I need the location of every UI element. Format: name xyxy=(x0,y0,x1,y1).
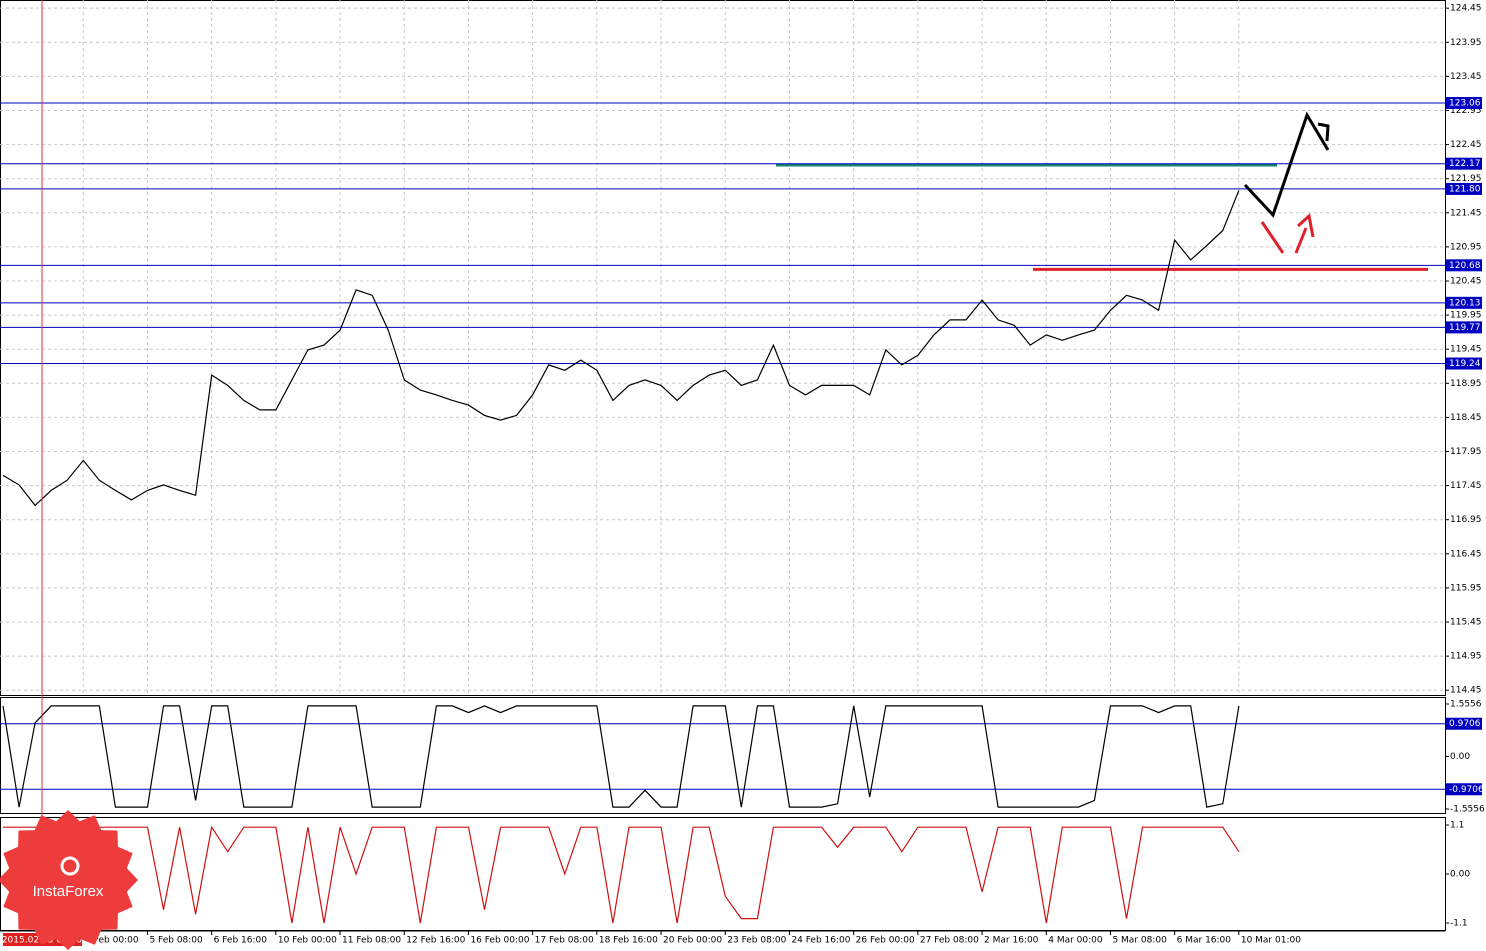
logo-text: InstaForex xyxy=(33,883,104,900)
panel-frame xyxy=(0,697,1446,814)
level-label-box xyxy=(1446,259,1482,272)
logo-badge xyxy=(0,810,138,950)
y-tick-label: 119.95 xyxy=(1450,311,1482,321)
y-tick-label: 115.95 xyxy=(1450,583,1482,593)
y-tick-label: 114.95 xyxy=(1450,652,1482,662)
level-label-box xyxy=(1446,783,1482,796)
x-tick-label: 18 Feb 16:00 xyxy=(599,936,658,946)
series-line xyxy=(2,190,1240,507)
y-tick-label: 116.95 xyxy=(1450,515,1482,525)
y-tick-label: 118.45 xyxy=(1450,413,1482,423)
x-tick-label: 10 Mar 01:00 xyxy=(1241,936,1301,946)
series-line xyxy=(2,705,1240,808)
x-tick-label: 26 Feb 00:00 xyxy=(856,936,915,946)
level-label: 0.9706 xyxy=(1449,719,1481,729)
y-tick-label: 115.45 xyxy=(1450,618,1482,628)
y-tick-label: 122.45 xyxy=(1450,140,1482,150)
y-tick-label: 121.45 xyxy=(1450,208,1482,218)
y-tick-label: 117.95 xyxy=(1450,447,1482,457)
x-tick-label: 4 Feb 00:00 xyxy=(85,936,139,946)
level-label: 119.77 xyxy=(1449,323,1481,333)
series-line xyxy=(3,825,1240,924)
y-tick-label: 121.95 xyxy=(1450,174,1482,184)
level-label: 119.24 xyxy=(1449,359,1481,369)
level-label-box xyxy=(1446,96,1482,109)
y-tick-label: 123.45 xyxy=(1450,72,1482,82)
x-tick-label: 6 Mar 16:00 xyxy=(1177,936,1232,946)
x-tick-label: 5 Mar 08:00 xyxy=(1112,936,1167,946)
logo-icon xyxy=(60,856,80,876)
y-tick-label: 123.95 xyxy=(1450,38,1482,48)
x-tick-label: 10 Feb 00:00 xyxy=(278,936,337,946)
x-tick-label: 24 Feb 16:00 xyxy=(791,936,850,946)
x-tick-label: 6 Feb 16:00 xyxy=(214,936,268,946)
rebound-arrowhead xyxy=(1296,213,1315,238)
x-tick-label: 12 Feb 16:00 xyxy=(406,936,465,946)
x-tick-label: 16 Feb 00:00 xyxy=(470,936,529,946)
level-label-box xyxy=(1446,321,1482,334)
x-tick-label: 2 Mar 16:00 xyxy=(984,936,1039,946)
y-tick-label: 114.45 xyxy=(1450,686,1482,696)
y-tick-label: 1.5556 xyxy=(1450,699,1482,709)
y-tick-label: 120.45 xyxy=(1450,277,1482,287)
level-label-box xyxy=(1446,296,1482,309)
y-tick-label: 116.45 xyxy=(1450,549,1482,559)
y-tick-label: 119.45 xyxy=(1450,345,1482,355)
pullback-arrow xyxy=(1260,221,1285,254)
forecast-arrowhead xyxy=(1317,122,1330,142)
y-tick-label: -1.5556 xyxy=(1450,805,1485,815)
x-tick-label: 4 Mar 00:00 xyxy=(1048,936,1103,946)
level-label-box xyxy=(1446,182,1482,195)
level-label-box xyxy=(1446,157,1482,170)
x-tick-label: 20 Feb 00:00 xyxy=(663,936,722,946)
x-tick-label: 23 Feb 08:00 xyxy=(727,936,786,946)
x-tick-label: 17 Feb 08:00 xyxy=(535,936,594,946)
y-tick-label: 124.45 xyxy=(1450,4,1482,14)
y-tick-label: 120.95 xyxy=(1450,242,1482,252)
x-tick-label: 27 Feb 08:00 xyxy=(920,936,979,946)
y-tick-label: 0.00 xyxy=(1450,752,1470,762)
x-tick-label: 5 Feb 08:00 xyxy=(149,936,203,946)
x-tick-label: 11 Feb 08:00 xyxy=(342,936,401,946)
level-label: 122.17 xyxy=(1449,159,1481,169)
level-label-box xyxy=(1446,717,1482,730)
y-tick-label: 118.95 xyxy=(1450,379,1482,389)
level-label: 120.68 xyxy=(1449,261,1481,271)
level-label: 121.80 xyxy=(1449,184,1481,194)
level-label: 123.06 xyxy=(1449,98,1481,108)
logo: InstaForex xyxy=(0,810,138,950)
y-tick-label: 0.00 xyxy=(1450,870,1470,880)
level-label-box xyxy=(1446,357,1482,370)
level-label: -0.9706 xyxy=(1449,785,1484,795)
y-tick-label: 1.1 xyxy=(1450,821,1464,831)
panel-frame xyxy=(0,0,1446,696)
rebound-arrow xyxy=(1294,227,1308,254)
forecast-path xyxy=(1243,111,1330,218)
y-tick-label: 117.45 xyxy=(1450,481,1482,491)
y-tick-label: -1.1 xyxy=(1450,919,1468,929)
level-label: 120.13 xyxy=(1449,298,1481,308)
y-tick-label: 122.95 xyxy=(1450,106,1482,116)
